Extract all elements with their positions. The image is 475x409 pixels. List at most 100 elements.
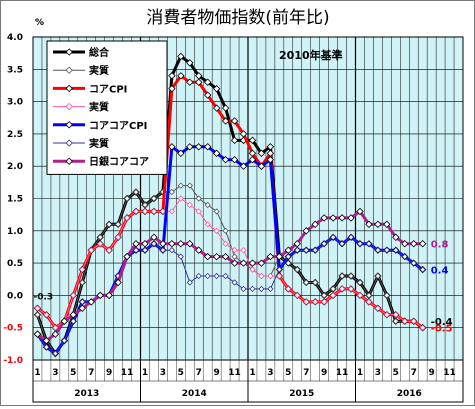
y-tick-label: 1.0 xyxy=(7,227,23,237)
legend-entry: 総合 xyxy=(89,46,110,59)
year-label: 2014 xyxy=(182,389,207,399)
series-point-2 xyxy=(239,130,248,138)
series-point-6 xyxy=(410,240,418,248)
series-point-1 xyxy=(374,272,381,280)
y-tick-label: 3.0 xyxy=(7,98,23,108)
series-point-3 xyxy=(88,247,95,254)
series-point-4 xyxy=(221,156,230,164)
series-point-5 xyxy=(356,240,364,247)
series-point-6 xyxy=(141,240,149,248)
series-point-0 xyxy=(221,104,230,112)
x-tick-label: 11 xyxy=(121,368,134,378)
series-point-1 xyxy=(321,292,328,299)
series-point-4 xyxy=(257,162,266,170)
series-point-3 xyxy=(34,305,41,312)
series-point-5 xyxy=(419,266,426,273)
y-tick-label: 2.5 xyxy=(7,130,23,140)
legend-entry: コアコアCPI xyxy=(89,120,147,132)
series-point-5 xyxy=(213,272,220,280)
series-point-5 xyxy=(159,247,167,254)
series-point-4 xyxy=(212,149,221,157)
y-tick-label: 0.5 xyxy=(7,259,23,269)
legend-entry: 実質 xyxy=(89,64,109,77)
series-point-6 xyxy=(374,220,382,229)
series-point-1 xyxy=(132,188,140,196)
x-tick-label: 11 xyxy=(336,368,349,378)
series-point-3 xyxy=(159,208,166,215)
legend-marker xyxy=(65,48,73,56)
series-point-1 xyxy=(222,227,229,234)
series-point-5 xyxy=(43,344,50,351)
y-tick-label: -0.5 xyxy=(3,324,23,334)
series-point-6 xyxy=(203,252,212,261)
x-tick-label: 5 xyxy=(285,368,291,378)
series-point-3 xyxy=(383,311,390,318)
series-point-6 xyxy=(365,220,373,229)
series-point-5 xyxy=(401,253,408,260)
series-point-5 xyxy=(150,240,158,247)
series-point-0 xyxy=(230,136,239,145)
end-labels: 0.8 0.4 -0.4-0.5 -0.3 xyxy=(33,240,452,335)
x-tick-label: 5 xyxy=(70,368,76,378)
series-point-3 xyxy=(123,214,131,221)
legend-entry: 実質 xyxy=(89,101,109,114)
series-point-1 xyxy=(123,195,131,202)
series-point-1 xyxy=(114,221,122,228)
series-point-3 xyxy=(79,266,86,273)
end-value-label: -0.4 xyxy=(431,317,453,328)
y-tick-label: 4.0 xyxy=(7,33,23,43)
series-point-6 xyxy=(60,317,69,325)
series-point-6 xyxy=(302,227,310,235)
unit-label: % xyxy=(35,18,44,28)
legend-marker xyxy=(65,139,73,147)
series-point-1 xyxy=(204,201,211,209)
series-point-4 xyxy=(266,156,275,164)
series-point-1 xyxy=(97,234,104,241)
series-point-3 xyxy=(222,240,229,247)
x-tick-label: 9 xyxy=(321,368,327,378)
series-point-6 xyxy=(212,252,221,261)
series-point-5 xyxy=(222,272,229,280)
x-tick-label: 3 xyxy=(160,368,166,378)
x-tick-label: 7 xyxy=(303,368,309,378)
series-point-1 xyxy=(338,272,346,280)
series-point-6 xyxy=(347,214,355,222)
series-point-4 xyxy=(195,143,203,151)
series-point-3 xyxy=(249,266,256,273)
series-point-3 xyxy=(240,247,247,254)
series-point-0 xyxy=(177,52,185,61)
series-point-4 xyxy=(248,156,257,164)
series-point-3 xyxy=(132,208,140,215)
series-point-6 xyxy=(356,207,364,216)
series-point-6 xyxy=(123,252,131,261)
series-point-2 xyxy=(230,117,239,125)
x-tick-label: 7 xyxy=(411,368,417,378)
year-label: 2013 xyxy=(74,389,99,399)
series-point-3 xyxy=(303,298,310,306)
series-point-4 xyxy=(168,143,176,151)
y-tick-label: 2.0 xyxy=(7,162,23,172)
series-point-1 xyxy=(392,318,399,325)
series-point-4 xyxy=(204,143,212,151)
series-point-6 xyxy=(159,240,167,248)
series-point-3 xyxy=(410,318,417,325)
year-label: 2016 xyxy=(397,389,422,399)
series-point-1 xyxy=(231,253,238,260)
series-point-3 xyxy=(392,311,399,318)
series-point-5 xyxy=(177,253,184,260)
series-point-3 xyxy=(267,272,274,280)
series-point-3 xyxy=(43,311,50,318)
series-point-2 xyxy=(177,72,185,80)
series-point-0 xyxy=(248,136,257,145)
series-point-5 xyxy=(374,247,382,254)
series-point-1 xyxy=(168,188,175,196)
series-point-1 xyxy=(347,272,355,280)
series-point-6 xyxy=(132,240,140,248)
series-point-5 xyxy=(168,247,175,254)
legend-marker xyxy=(65,84,73,93)
y-tick-label: 3.5 xyxy=(7,65,23,75)
series-point-5 xyxy=(79,298,86,305)
series-point-6 xyxy=(320,214,328,222)
series-point-6 xyxy=(293,240,301,248)
x-tick-label: 5 xyxy=(178,368,184,378)
